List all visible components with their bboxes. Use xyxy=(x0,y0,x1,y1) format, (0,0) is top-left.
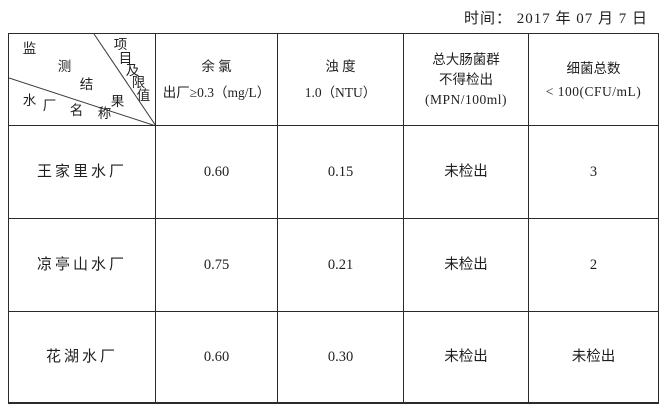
value-cell-bacteria: 2 xyxy=(529,219,658,312)
col-header-turbidity: 浊 度 1.0（NTU） xyxy=(278,34,404,126)
col-header-limit: 出厂≥0.3（mg/L） xyxy=(162,84,271,100)
col-header-name: 余 氯 xyxy=(201,58,232,74)
cell-value: 0.60 xyxy=(203,349,230,365)
report-date: 时间： 2017 年 07 月 7 日 xyxy=(463,11,648,27)
water-quality-table: 项目及限值 监测结果 水厂名称 余 氯 出厂≥0.3（mg/L） 浊 度 1.0… xyxy=(8,33,659,404)
value-cell-chlorine: 0.75 xyxy=(156,219,278,312)
cell-value: 0.21 xyxy=(327,257,354,273)
col-header-name: 浊 度 xyxy=(325,58,356,74)
plant-name: 花湖水厂 xyxy=(45,349,118,365)
value-cell-chlorine: 0.60 xyxy=(156,312,278,402)
cell-value: 未检出 xyxy=(571,349,616,365)
cell-value: 未检出 xyxy=(444,257,488,273)
plant-name-cell: 花湖水厂 xyxy=(9,312,156,402)
corner-header-cell: 项目及限值 监测结果 水厂名称 xyxy=(9,34,156,126)
cell-value: 0.30 xyxy=(327,349,354,365)
cell-value: 未检出 xyxy=(444,349,488,365)
plant-name-cell: 凉亭山水厂 xyxy=(9,219,156,312)
cell-value: 未检出 xyxy=(444,164,488,180)
plant-name-cell: 王家里水厂 xyxy=(9,126,156,219)
value-cell-turbidity: 0.21 xyxy=(278,219,404,312)
col-header-limit: 不得检出 xyxy=(439,71,493,87)
col-header-limit: < 100(CFU/mL) xyxy=(545,83,642,99)
col-header-bacteria-count: 细菌总数 < 100(CFU/mL) xyxy=(529,34,658,126)
col-header-unit: (MPN/100ml) xyxy=(424,91,507,107)
plant-name: 王家里水厂 xyxy=(36,164,127,180)
value-cell-coliform: 未检出 xyxy=(404,219,529,312)
cell-value: 0.60 xyxy=(203,164,230,180)
value-cell-turbidity: 0.30 xyxy=(278,312,404,402)
col-header-residual-chlorine: 余 氯 出厂≥0.3（mg/L） xyxy=(156,34,278,126)
cell-value: 3 xyxy=(589,164,598,180)
value-cell-turbidity: 0.15 xyxy=(278,126,404,219)
diagonal-divider-lines xyxy=(9,34,155,125)
col-header-total-coliform: 总大肠菌群 不得检出 (MPN/100ml) xyxy=(404,34,529,126)
cell-value: 2 xyxy=(589,257,598,273)
value-cell-bacteria: 3 xyxy=(529,126,658,219)
value-cell-coliform: 未检出 xyxy=(404,312,529,402)
cell-value: 0.75 xyxy=(203,257,230,273)
cell-value: 0.15 xyxy=(327,164,354,180)
value-cell-coliform: 未检出 xyxy=(404,126,529,219)
col-header-limit: 1.0（NTU） xyxy=(304,84,377,100)
col-header-name: 总大肠菌群 xyxy=(432,51,500,67)
value-cell-chlorine: 0.60 xyxy=(156,126,278,219)
plant-name: 凉亭山水厂 xyxy=(36,257,127,273)
col-header-name: 细菌总数 xyxy=(566,60,621,76)
value-cell-bacteria: 未检出 xyxy=(529,312,658,402)
